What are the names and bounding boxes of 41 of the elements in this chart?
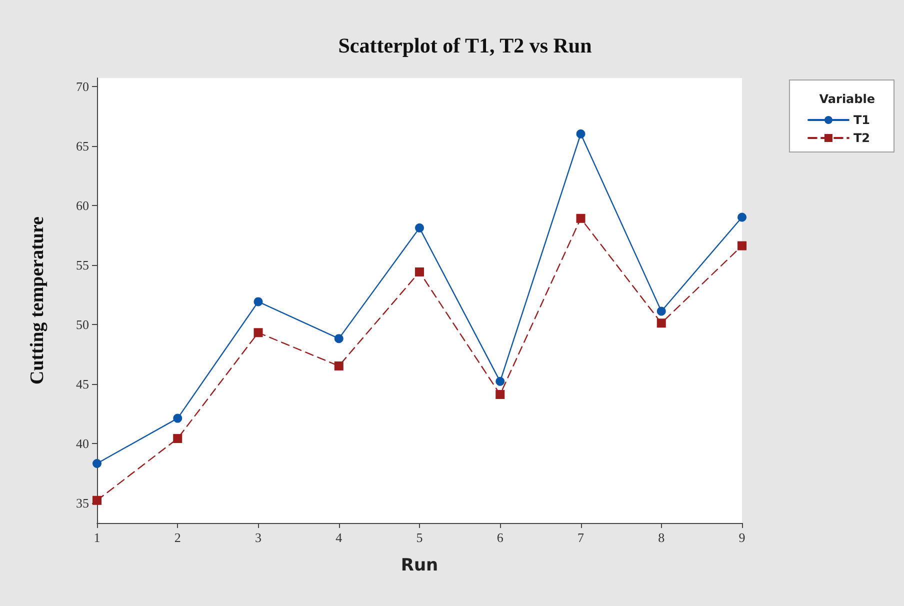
point xyxy=(173,414,182,423)
x-axis-title: Run xyxy=(400,556,438,576)
point xyxy=(656,318,666,328)
point xyxy=(415,267,424,276)
y-tick-label: 70 xyxy=(76,78,89,94)
y-tick-label: 40 xyxy=(76,436,89,451)
point xyxy=(92,496,102,505)
x-tick-label: 1 xyxy=(94,530,100,545)
x-tick-label: 8 xyxy=(658,530,665,545)
point xyxy=(576,214,586,223)
point xyxy=(738,241,746,250)
y-tick-label: 50 xyxy=(76,316,89,332)
point xyxy=(496,376,505,386)
point xyxy=(496,390,505,399)
x-tick-label: 4 xyxy=(336,530,343,545)
x-tick-label: 9 xyxy=(738,530,746,545)
y-tick-label: 35 xyxy=(76,495,89,510)
x-tick-label: 2 xyxy=(174,530,181,545)
y-tick-label: 55 xyxy=(76,257,89,272)
y-tick-label: 60 xyxy=(76,198,89,213)
point xyxy=(415,223,424,232)
point xyxy=(738,212,746,222)
point xyxy=(656,306,666,316)
point xyxy=(334,361,344,370)
point xyxy=(92,459,102,468)
point xyxy=(254,297,263,306)
point xyxy=(173,434,182,444)
y-tick-label: 45 xyxy=(76,376,89,392)
chart-title: Scatterplot of T1, T2 vs Run xyxy=(338,34,592,58)
point xyxy=(334,334,344,344)
point xyxy=(254,328,263,338)
y-axis-title: Cutting temperature xyxy=(27,216,48,384)
y-tick-label: 65 xyxy=(76,138,89,154)
legend-title: Variable xyxy=(819,92,876,106)
point xyxy=(576,129,586,138)
legend-label: T2 xyxy=(853,131,870,145)
legend-label: T1 xyxy=(853,113,870,127)
x-tick-label: 5 xyxy=(416,530,423,545)
x-tick-label: 7 xyxy=(578,530,584,545)
x-tick-label: 3 xyxy=(255,530,262,545)
x-tick-label: 6 xyxy=(496,530,504,545)
